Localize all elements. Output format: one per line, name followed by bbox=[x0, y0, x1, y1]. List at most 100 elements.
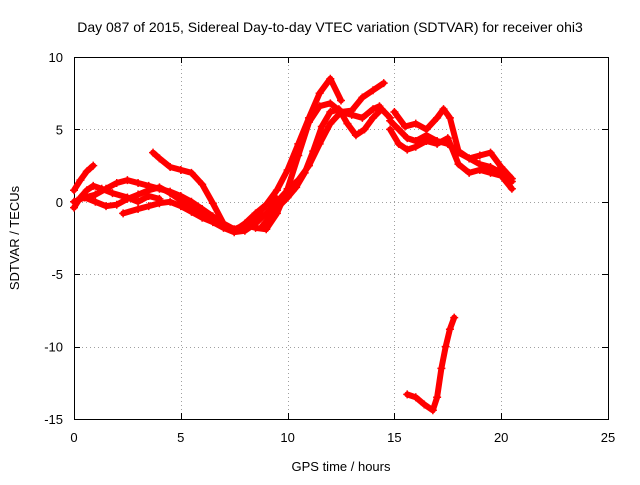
data-point-marker bbox=[119, 209, 128, 218]
data-point-marker bbox=[422, 136, 431, 145]
ticks-layer: 0 5 10 15 20 25 -15 -10 -5 0 5 10 bbox=[44, 50, 615, 445]
data-point-marker bbox=[91, 197, 100, 206]
data-point-marker bbox=[155, 183, 164, 192]
data-point-marker bbox=[465, 154, 474, 163]
data-point-marker bbox=[337, 96, 345, 105]
data-point-marker bbox=[369, 105, 378, 114]
data-point-marker bbox=[155, 199, 164, 208]
data-point-marker bbox=[486, 168, 495, 177]
data-point-marker bbox=[428, 406, 437, 415]
y-tick-label: 5 bbox=[56, 122, 63, 137]
x-axis-label: GPS time / hours bbox=[292, 459, 391, 474]
data-point-marker bbox=[219, 223, 228, 232]
data-point-marker bbox=[343, 119, 352, 128]
data-point-marker bbox=[497, 171, 506, 180]
data-point-marker bbox=[411, 393, 420, 402]
data-point-marker bbox=[420, 400, 429, 409]
data-point-marker bbox=[386, 116, 395, 125]
data-point-marker bbox=[144, 202, 153, 211]
data-point-marker bbox=[198, 180, 207, 189]
data-point-marker bbox=[82, 167, 91, 176]
data-point-marker bbox=[360, 125, 369, 134]
data-point-marker bbox=[334, 105, 343, 114]
data-point-marker bbox=[251, 219, 260, 228]
data-point-marker bbox=[70, 186, 78, 195]
x-tick-label: 25 bbox=[601, 430, 615, 445]
data-point-marker bbox=[326, 119, 335, 128]
data-point-marker bbox=[112, 178, 121, 187]
data-point-marker bbox=[283, 193, 292, 202]
data-point-marker bbox=[240, 226, 249, 235]
data-point-marker bbox=[386, 125, 395, 134]
x-tick-label: 0 bbox=[70, 430, 77, 445]
data-point-marker bbox=[411, 142, 420, 151]
data-point-marker bbox=[326, 108, 335, 117]
data-point-marker bbox=[262, 200, 271, 209]
data-point-marker bbox=[369, 86, 378, 95]
data-point-marker bbox=[91, 190, 100, 199]
data-point-marker bbox=[390, 108, 399, 117]
series-arc-2 bbox=[71, 162, 97, 194]
data-point-marker bbox=[82, 186, 91, 195]
data-point-marker bbox=[187, 168, 196, 177]
data-point-marker bbox=[102, 202, 111, 211]
data-point-marker bbox=[475, 151, 484, 160]
data-point-marker bbox=[123, 176, 132, 185]
data-point-marker bbox=[112, 200, 121, 209]
y-tick-label: -5 bbox=[51, 267, 63, 282]
data-point-marker bbox=[166, 163, 175, 172]
data-point-marker bbox=[309, 147, 318, 156]
data-point-marker bbox=[304, 118, 313, 127]
data-point-marker bbox=[326, 99, 335, 108]
data-point-marker bbox=[454, 160, 463, 169]
y-tick-label: 10 bbox=[49, 50, 63, 65]
data-point-marker bbox=[507, 174, 516, 183]
y-tick-label: -15 bbox=[44, 412, 63, 427]
data-point-marker bbox=[422, 125, 431, 134]
data-point-marker bbox=[507, 184, 516, 193]
data-point-marker bbox=[208, 218, 217, 227]
y-tick-label: 0 bbox=[56, 195, 63, 210]
data-point-marker bbox=[315, 102, 324, 111]
data-point-marker bbox=[445, 113, 454, 122]
data-point-marker bbox=[433, 139, 442, 148]
data-point-marker bbox=[266, 212, 275, 221]
x-tick-label: 10 bbox=[280, 430, 294, 445]
y-axis-label: SDTVAR / TECUs bbox=[7, 185, 22, 290]
data-point-marker bbox=[134, 178, 143, 187]
data-point-marker bbox=[439, 105, 448, 114]
series-arc-11 bbox=[404, 314, 458, 414]
data-point-marker bbox=[149, 148, 158, 157]
data-point-marker bbox=[315, 89, 324, 98]
data-point-marker bbox=[187, 207, 196, 216]
data-point-marker bbox=[123, 194, 132, 203]
data-point-marker bbox=[441, 342, 450, 351]
data-point-marker bbox=[401, 122, 410, 131]
x-tick-label: 20 bbox=[494, 430, 508, 445]
series-arc-7 bbox=[259, 106, 394, 230]
data-point-marker bbox=[497, 163, 506, 172]
x-tick-label: 5 bbox=[177, 430, 184, 445]
data-point-marker bbox=[300, 168, 309, 177]
data-point-marker bbox=[403, 145, 412, 154]
data-point-marker bbox=[450, 313, 459, 322]
data-point-marker bbox=[198, 213, 207, 222]
plot-frame bbox=[74, 57, 609, 420]
data-point-marker bbox=[283, 165, 292, 174]
data-point-marker bbox=[443, 134, 452, 143]
data-point-marker bbox=[358, 113, 367, 122]
data-point-marker bbox=[102, 184, 111, 193]
data-point-marker bbox=[379, 79, 388, 88]
data-point-marker bbox=[377, 105, 386, 114]
data-point-marker bbox=[275, 202, 284, 211]
series-arc-6 bbox=[120, 103, 383, 236]
data-point-marker bbox=[262, 209, 271, 218]
data-point-marker bbox=[134, 205, 143, 214]
data-point-marker bbox=[465, 168, 474, 177]
data-point-marker bbox=[208, 199, 217, 208]
data-point-marker bbox=[176, 165, 185, 174]
data-point-marker bbox=[394, 125, 403, 134]
data-point-marker bbox=[89, 181, 98, 190]
